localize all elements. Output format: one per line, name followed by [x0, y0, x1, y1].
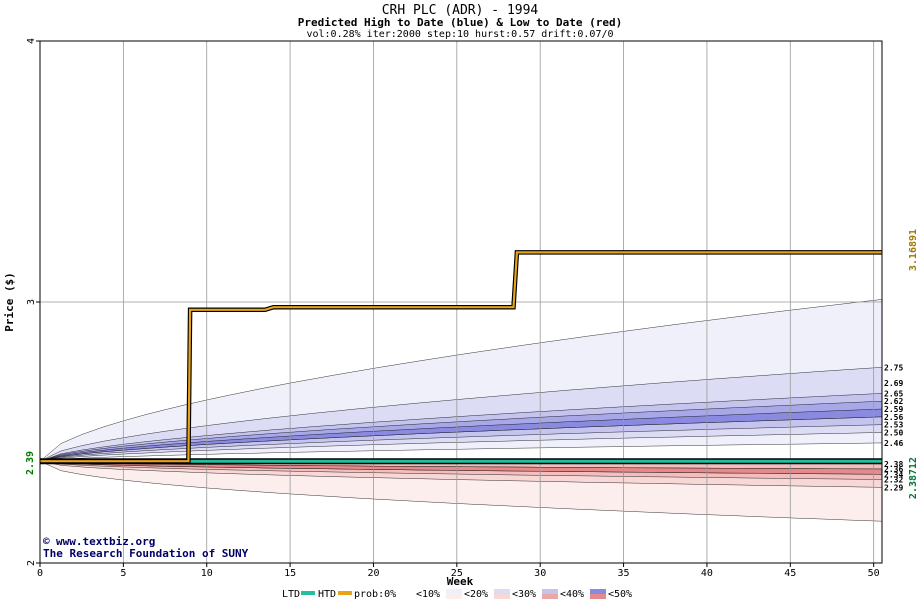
x-tick-label: 25 — [451, 568, 463, 579]
credit-org: The Research Foundation of SUNY — [43, 547, 249, 560]
lower-level-label: 2.36 — [884, 465, 903, 474]
upper-level-label: 2.59 — [884, 405, 903, 414]
upper-level-label: 2.75 — [884, 363, 903, 372]
lower-level-label: 2.29 — [884, 483, 903, 492]
y-tick-label: 2 — [26, 560, 37, 566]
legend-item-label: <20% — [464, 589, 488, 600]
legend-htd-swatch — [338, 591, 352, 595]
x-tick-label: 0 — [37, 568, 43, 579]
chart-params: vol:0.28% iter:2000 step:10 hurst:0.57 d… — [306, 29, 613, 40]
legend-swatch-upper — [590, 589, 606, 594]
upper-level-label: 2.69 — [884, 379, 903, 388]
legend-prob-label: prob:0% — [354, 589, 396, 600]
htd-value-label: 3.16891 — [908, 229, 919, 271]
legend-swatch-lower — [398, 594, 414, 599]
upper-level-label: 2.53 — [884, 421, 903, 430]
upper-level-label: 2.50 — [884, 429, 903, 438]
legend-item-label: <10% — [416, 589, 440, 600]
lower-level-label: 2.38 — [884, 460, 903, 469]
x-tick-label: 45 — [784, 568, 796, 579]
legend-ltd-label: LTD — [282, 589, 300, 600]
legend-swatch-lower — [590, 594, 606, 599]
plot-frame — [39, 40, 883, 564]
legend-ltd-swatch — [301, 591, 315, 595]
legend-swatch-lower — [446, 594, 462, 599]
lower-level-label: 2.32 — [884, 475, 903, 484]
legend-swatch-upper — [446, 589, 462, 594]
legend: LTD HTD prob:0% <10% <20% <30% <40% <50% — [282, 589, 632, 600]
x-tick-label: 20 — [367, 568, 379, 579]
x-tick-label: 10 — [201, 568, 213, 579]
upper-level-label: 2.46 — [884, 439, 903, 448]
y-axis-label: Price ($) — [3, 272, 16, 332]
chart-title: CRH PLC (ADR) - 1994 — [382, 3, 539, 18]
start-price-label: 2.39 — [25, 451, 36, 475]
upper-level-label: 2.62 — [884, 397, 903, 406]
x-tick-label: 30 — [534, 568, 546, 579]
legend-htd-label: HTD — [318, 589, 336, 600]
legend-item-label: <40% — [560, 589, 584, 600]
credit-url: www.textbiz.org — [56, 535, 155, 548]
upper-level-label: 2.65 — [884, 389, 903, 398]
lower-level-label: 2.34 — [884, 470, 903, 479]
level-labels: 2.75 2.692.652.622.592.562.532.502.46 2.38… — [884, 363, 903, 492]
x-axis-label: Week — [447, 575, 474, 588]
legend-item-label: <30% — [512, 589, 536, 600]
legend-swatch-upper — [494, 589, 510, 594]
upper-level-label: 2.56 — [884, 413, 903, 422]
legend-swatch-lower — [542, 594, 558, 599]
x-tick-label: 15 — [284, 568, 296, 579]
credit: © www.textbiz.org The Research Foundatio… — [43, 535, 249, 560]
x-tick-label: 5 — [120, 568, 126, 579]
x-tick-label: 50 — [868, 568, 880, 579]
chart-subtitle: Predicted High to Date (blue) & Low to D… — [298, 16, 623, 29]
legend-swatch-upper — [398, 589, 414, 594]
htd-line — [40, 251, 882, 463]
y-tick-label: 4 — [26, 38, 37, 44]
ltd-value-label: 2.38712 — [908, 457, 919, 499]
credit-copyright-symbol: © — [43, 535, 50, 548]
x-tick-label: 40 — [701, 568, 713, 579]
x-tick-label: 35 — [618, 568, 630, 579]
series-lines — [40, 250, 882, 465]
legend-swatch-lower — [494, 594, 510, 599]
probability-bands — [39, 299, 883, 522]
legend-swatch-upper — [542, 589, 558, 594]
legend-items: <10% <20% <30% <40% <50% — [398, 589, 632, 600]
y-tick-label: 3 — [26, 299, 37, 305]
x-axis-ticks: 0 5 10 15 20 25 30 35 40 45 50 — [37, 563, 880, 579]
y-axis-ticks: 2 3 4 — [26, 38, 40, 566]
legend-item-label: <50% — [608, 589, 632, 600]
